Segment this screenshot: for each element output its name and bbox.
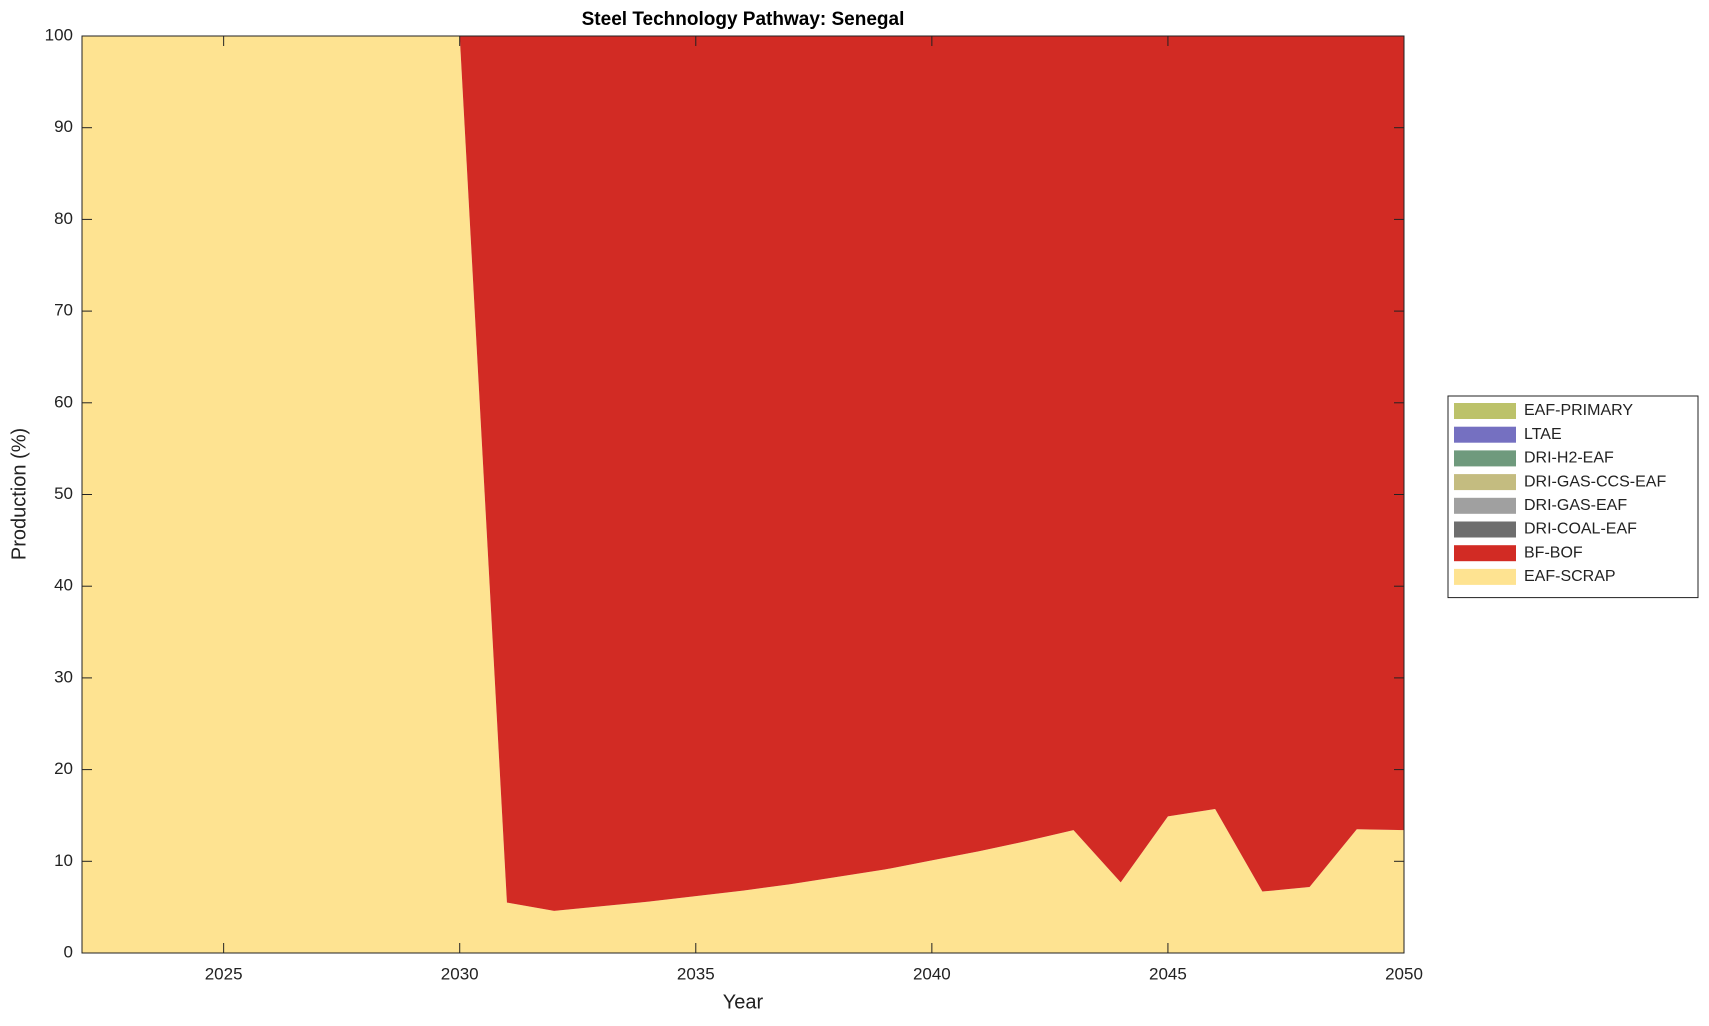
legend-swatch <box>1454 474 1516 491</box>
y-tick-label: 50 <box>54 484 73 503</box>
legend-label: EAF-PRIMARY <box>1524 402 1633 419</box>
legend-label: EAF-SCRAP <box>1524 568 1616 585</box>
legend-swatch <box>1454 545 1516 562</box>
area <box>82 36 1404 911</box>
y-tick-label: 0 <box>64 942 73 961</box>
legend-label: DRI-COAL-EAF <box>1524 521 1637 538</box>
legend-swatch <box>1454 450 1516 467</box>
chart-title: Steel Technology Pathway: Senegal <box>582 9 905 30</box>
x-tick-label: 2025 <box>205 964 243 983</box>
y-tick-label: 70 <box>54 301 73 320</box>
legend-swatch <box>1454 426 1516 443</box>
x-tick-label: 2030 <box>441 964 479 983</box>
legend-label: LTAE <box>1524 426 1562 443</box>
legend-swatch <box>1454 521 1516 538</box>
y-tick-label: 90 <box>54 117 73 136</box>
y-tick-label: 10 <box>54 851 73 870</box>
x-tick-label: 2035 <box>677 964 715 983</box>
y-axis-label: Production (%) <box>8 428 30 560</box>
legend-swatch <box>1454 403 1516 419</box>
y-tick-label: 100 <box>45 25 73 44</box>
x-tick-label: 2040 <box>913 964 951 983</box>
legend-label: DRI-GAS-EAF <box>1524 497 1627 514</box>
area <box>82 36 1404 953</box>
y-tick-label: 80 <box>54 209 73 228</box>
x-tick-label: 2045 <box>1149 964 1187 983</box>
legend-label: BF-BOF <box>1524 544 1583 561</box>
legend-swatch <box>1454 497 1516 514</box>
legend-label: DRI-GAS-CCS-EAF <box>1524 473 1666 490</box>
y-tick-label: 20 <box>54 759 73 778</box>
x-axis-label: Year <box>723 991 764 1013</box>
legend-label: DRI-H2-EAF <box>1524 450 1614 467</box>
y-tick-label: 30 <box>54 667 73 686</box>
legend-swatch <box>1454 568 1516 585</box>
y-tick-label: 60 <box>54 392 73 411</box>
y-tick-label: 40 <box>54 576 73 595</box>
x-tick-label: 2050 <box>1385 964 1423 983</box>
